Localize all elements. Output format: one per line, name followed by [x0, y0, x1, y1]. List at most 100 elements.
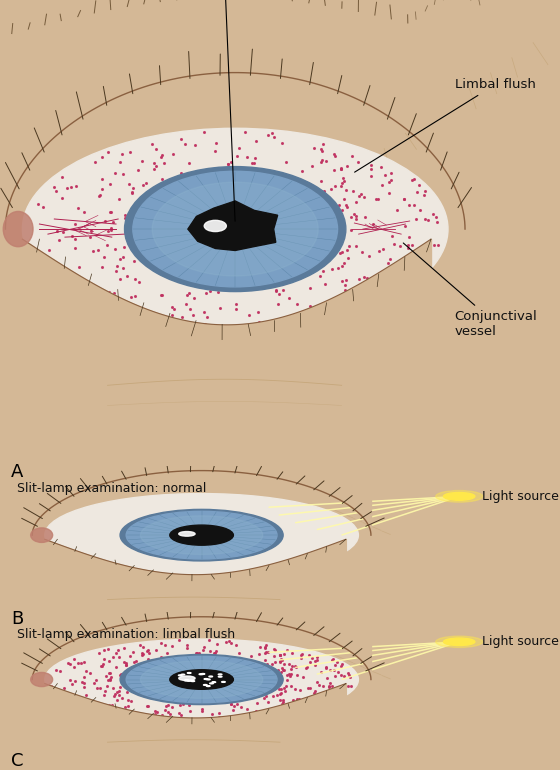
Point	[317, 142, 326, 155]
Point	[123, 705, 132, 718]
Point	[412, 213, 421, 226]
Point	[338, 259, 347, 272]
Point	[226, 637, 235, 649]
Point	[129, 656, 138, 668]
Point	[211, 145, 220, 157]
Point	[49, 181, 58, 193]
Point	[282, 156, 291, 168]
Point	[58, 171, 67, 183]
Point	[331, 179, 340, 192]
Point	[121, 659, 130, 671]
Point	[137, 155, 146, 167]
Point	[312, 654, 321, 666]
Point	[276, 694, 284, 706]
Point	[115, 253, 124, 266]
Point	[281, 681, 290, 693]
Point	[337, 275, 346, 287]
Point	[157, 638, 166, 650]
Point	[400, 193, 409, 206]
Point	[115, 156, 124, 168]
Point	[94, 189, 103, 202]
Point	[337, 162, 346, 175]
Point	[325, 687, 334, 699]
Point	[132, 654, 141, 667]
Point	[106, 222, 115, 234]
Point	[128, 186, 137, 199]
Point	[194, 646, 203, 658]
Point	[54, 233, 63, 246]
Point	[106, 674, 115, 686]
Point	[192, 648, 201, 660]
Point	[110, 167, 119, 179]
Point	[328, 306, 337, 319]
Point	[185, 698, 194, 711]
Point	[71, 242, 80, 254]
Point	[361, 210, 370, 223]
Point	[358, 290, 367, 302]
Point	[279, 681, 288, 694]
Point	[357, 188, 366, 200]
Point	[167, 701, 176, 714]
Point	[319, 688, 328, 700]
Point	[331, 658, 340, 671]
Point	[72, 180, 81, 192]
Point	[131, 273, 140, 285]
Point	[211, 647, 220, 659]
Point	[119, 262, 128, 274]
Point	[112, 264, 121, 276]
Point	[262, 639, 270, 651]
Point	[101, 685, 110, 697]
Point	[110, 688, 119, 701]
Point	[157, 151, 166, 163]
Point	[260, 654, 269, 666]
Point	[277, 654, 286, 666]
Point	[103, 675, 112, 687]
Point	[119, 655, 128, 668]
Text: Light source: Light source	[482, 635, 558, 648]
Point	[432, 216, 441, 228]
Point	[74, 260, 83, 273]
Point	[63, 182, 72, 194]
Point	[115, 681, 124, 693]
Point	[67, 181, 76, 193]
Point	[293, 668, 302, 681]
Point	[130, 255, 139, 267]
Point	[318, 145, 326, 157]
Point	[277, 137, 286, 149]
Point	[297, 306, 306, 318]
Point	[143, 653, 152, 665]
Point	[246, 650, 255, 662]
Point	[167, 640, 176, 652]
Point	[183, 289, 192, 301]
Point	[206, 644, 215, 657]
Polygon shape	[188, 201, 278, 250]
Point	[150, 157, 158, 169]
Point	[342, 184, 351, 196]
Point	[284, 293, 293, 305]
Point	[74, 276, 83, 288]
Point	[252, 697, 261, 709]
Point	[138, 641, 147, 654]
Point	[349, 186, 358, 198]
Point	[251, 135, 260, 147]
Point	[318, 265, 327, 277]
Ellipse shape	[124, 166, 346, 292]
Point	[273, 298, 282, 310]
Point	[409, 172, 418, 185]
Point	[104, 698, 113, 711]
Ellipse shape	[126, 656, 277, 703]
Point	[357, 246, 366, 258]
Circle shape	[185, 680, 189, 681]
Point	[254, 648, 263, 661]
Point	[328, 680, 337, 692]
Text: Limbal flush: Limbal flush	[354, 79, 535, 172]
Point	[276, 688, 285, 701]
Circle shape	[209, 676, 213, 677]
Circle shape	[436, 490, 483, 502]
Point	[99, 688, 108, 701]
Point	[288, 694, 297, 706]
Point	[76, 287, 85, 300]
Point	[227, 698, 236, 710]
Point	[345, 668, 354, 681]
Point	[71, 217, 80, 229]
